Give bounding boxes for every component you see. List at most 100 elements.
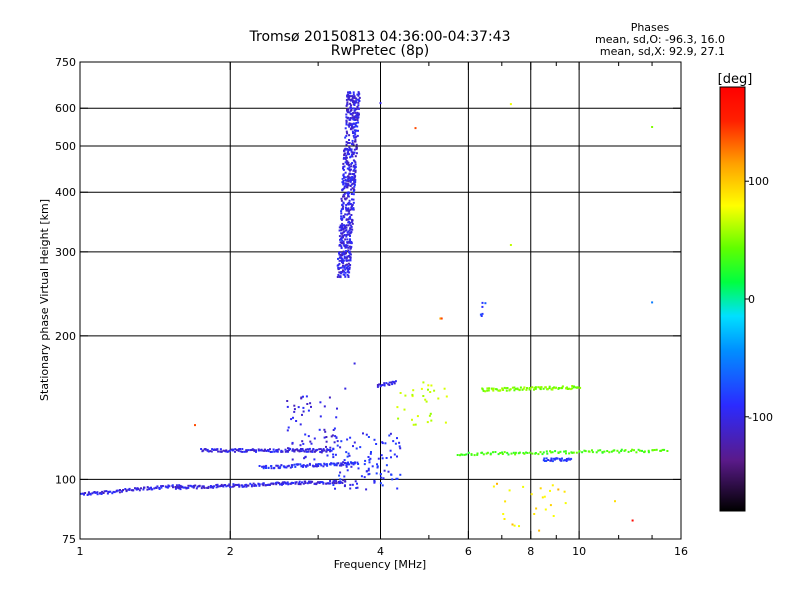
data-point [564,502,567,505]
data-point [542,387,545,390]
data-point [494,451,497,453]
data-point [489,452,492,455]
data-point [216,485,219,488]
data-point [349,235,351,237]
data-point [497,453,500,456]
data-point [367,467,370,470]
data-point [591,449,593,452]
data-point [306,464,309,467]
data-point [285,482,288,485]
data-point [346,132,349,135]
data-point [426,421,429,424]
data-point [358,113,360,116]
data-point [647,449,650,452]
data-point [295,420,298,422]
data-point [538,386,541,389]
data-point [329,463,332,466]
data-point [545,460,548,462]
data-point [344,185,347,188]
data-point [349,259,352,262]
y-axis-label: Stationary phase Virtual Height [km] [38,199,51,401]
data-point [225,485,228,488]
data-point [337,462,340,465]
data-point [351,126,354,129]
data-point [552,457,555,460]
data-point [342,259,345,262]
data-point [332,462,335,465]
data-point [196,485,199,488]
data-point [312,465,315,468]
data-point [99,491,102,494]
data-point [492,387,495,390]
data-point [342,269,344,272]
data-point [351,228,354,231]
data-point [543,495,546,498]
data-point [350,150,353,153]
data-point [314,465,316,468]
data-point [388,384,391,386]
data-point [334,487,336,490]
data-point [103,490,106,493]
data-point [341,239,344,242]
data-point [301,481,303,484]
data-point [349,180,352,183]
data-point [341,217,344,220]
data-point [363,476,366,479]
data-point [160,486,163,489]
data-point [544,386,547,389]
data-point [349,238,351,241]
data-point [344,158,347,161]
data-point [241,450,244,453]
data-point [334,453,337,456]
data-point [281,481,284,484]
data-point [217,450,220,453]
data-point [346,270,349,273]
data-point [557,488,560,491]
data-point [179,485,182,488]
data-point [358,92,361,95]
data-point [349,113,352,116]
data-point [338,251,340,254]
data-point [342,250,345,253]
data-point [391,383,394,386]
data-point [261,449,264,452]
data-point [539,487,542,490]
x-tick-label: 10 [572,545,586,558]
data-point [352,159,355,162]
data-point [343,256,346,259]
data-point [345,123,348,126]
data-point [334,435,337,438]
data-point [393,382,396,385]
data-point [396,437,398,440]
data-point [492,485,495,488]
data-point [148,487,151,490]
x-tick-label: 4 [377,545,384,558]
data-point [365,470,368,473]
data-point [307,450,310,453]
data-point [340,197,343,200]
data-point [373,479,376,482]
data-point [202,449,205,452]
data-point [411,393,414,396]
data-point [284,450,287,453]
data-point [277,448,280,451]
data-point [345,156,348,159]
data-point [158,488,161,490]
data-point [286,429,289,432]
data-point [481,305,484,308]
data-point [326,454,329,457]
data-point [388,434,391,437]
data-point [569,388,572,391]
data-point [355,487,358,489]
data-point [82,492,85,495]
data-point [355,107,358,110]
data-point [315,482,318,485]
data-point [287,464,290,467]
data-point [346,263,348,266]
data-point [275,449,278,452]
data-point [551,387,554,390]
data-point [272,448,275,451]
data-point [437,397,440,400]
data-point [352,445,354,448]
data-point [353,125,356,128]
